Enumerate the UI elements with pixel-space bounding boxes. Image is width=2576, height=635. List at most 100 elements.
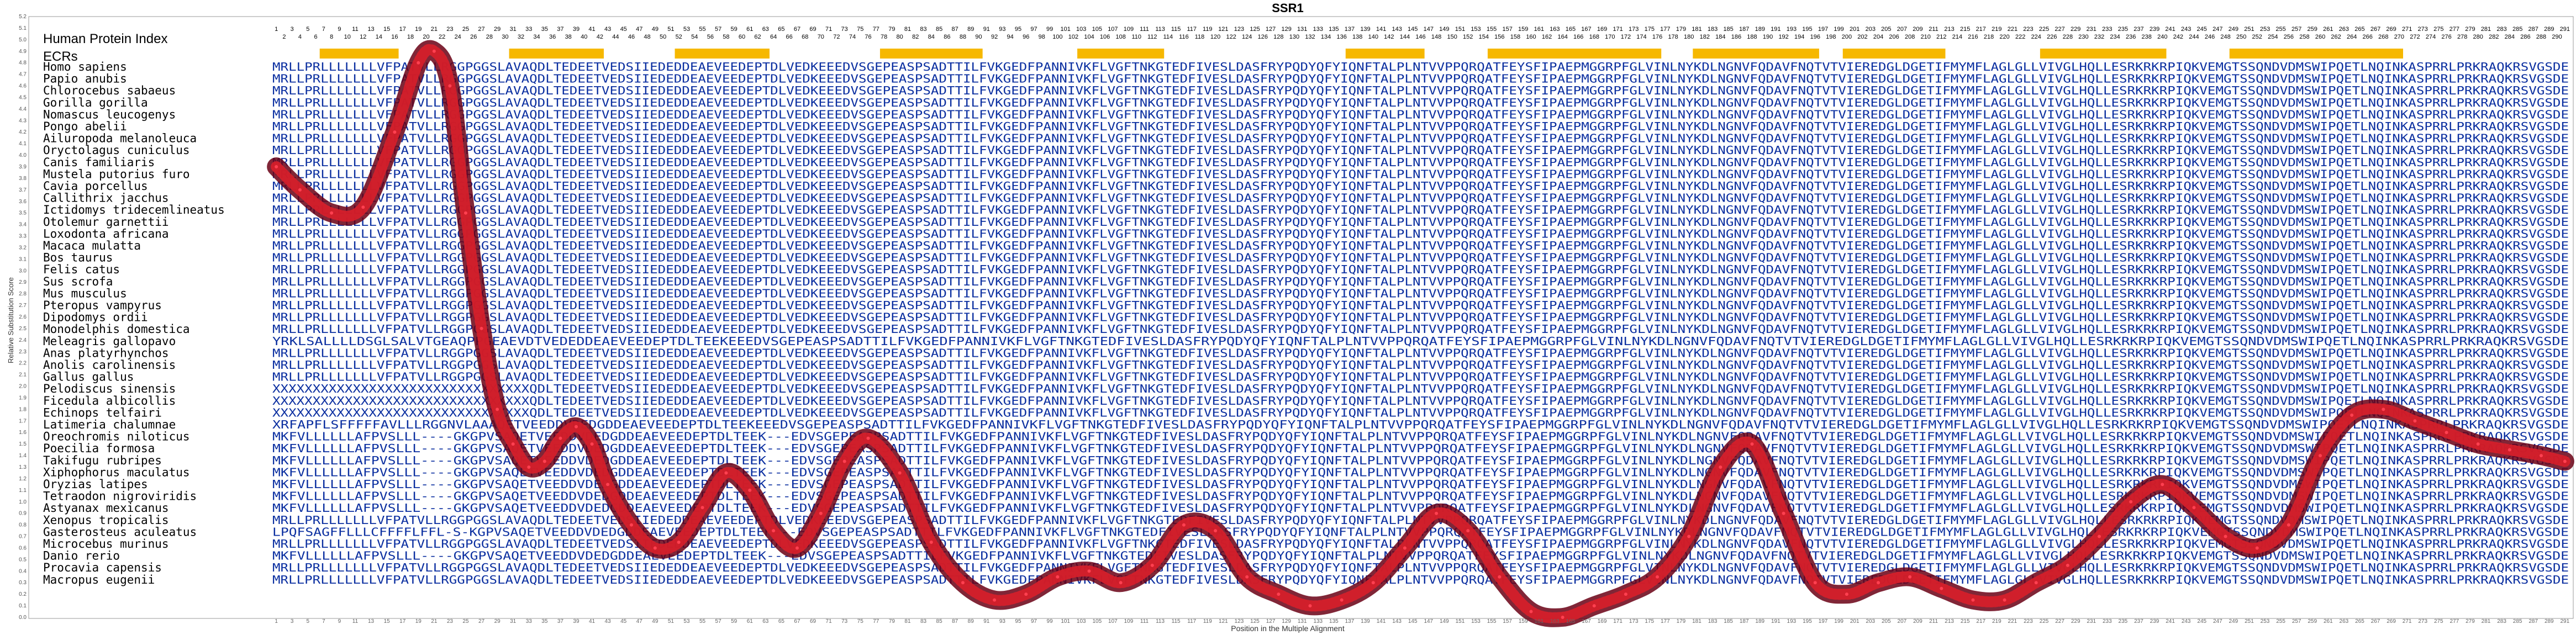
- index-tick-label: 178: [1668, 34, 1678, 40]
- index-tick-label: 119: [1203, 26, 1213, 33]
- position-tick-label: 61: [747, 618, 754, 625]
- y-tick-label: 4.7: [19, 72, 27, 78]
- index-tick-label: 231: [2087, 26, 2096, 33]
- index-tick-label: 150: [1447, 34, 1457, 40]
- index-tick-label: 116: [1179, 34, 1189, 40]
- position-tick-label: 25: [462, 618, 469, 625]
- index-tick-label: 93: [999, 26, 1005, 33]
- score-point: [1119, 581, 1123, 585]
- position-tick-label: 197: [1819, 618, 1828, 625]
- species-label: Callithrix jacchus: [43, 192, 169, 205]
- index-tick-label: 228: [2063, 34, 2073, 40]
- index-tick-label: 261: [2323, 26, 2333, 33]
- position-tick-label: 87: [952, 618, 958, 625]
- species-label: Canis familiaris: [43, 156, 155, 169]
- species-label: Meleagris gallopavo: [43, 335, 176, 348]
- index-tick-label: 279: [2465, 26, 2475, 33]
- index-tick-label: 135: [1329, 26, 1339, 33]
- species-label: Gasterosteus aculeatus: [43, 525, 197, 538]
- position-tick-label: 141: [1377, 618, 1386, 625]
- index-tick-label: 272: [2410, 34, 2420, 40]
- score-point: [1782, 511, 1785, 515]
- index-tick-label: 58: [723, 34, 729, 40]
- position-tick-label: 1: [275, 618, 278, 625]
- position-tick-label: 19: [415, 618, 422, 625]
- species-label: Felis catus: [43, 263, 120, 276]
- index-tick-label: 276: [2441, 34, 2451, 40]
- score-point: [1340, 598, 1344, 602]
- index-tick-label: 164: [1557, 34, 1567, 40]
- y-tick-label: 2.5: [19, 326, 27, 332]
- species-label: Macropus eugenii: [43, 573, 155, 586]
- y-tick-label: 0.4: [19, 568, 27, 574]
- species-label: Procavia capensis: [43, 561, 162, 574]
- index-tick-label: 13: [367, 26, 374, 33]
- species-label: Anas platyrhynchos: [43, 346, 169, 359]
- index-tick-label: 230: [2078, 34, 2088, 40]
- index-tick-label: 170: [1605, 34, 1615, 40]
- index-tick-label: 59: [731, 26, 737, 33]
- index-tick-label: 159: [1518, 26, 1528, 33]
- score-point: [1466, 529, 1470, 533]
- index-tick-label: 235: [2118, 26, 2128, 33]
- ecr-block: [1487, 49, 1662, 59]
- y-tick-label: 0.0: [19, 615, 27, 621]
- position-tick-label: 203: [1866, 618, 1875, 625]
- y-tick-label: 4.1: [19, 141, 27, 147]
- species-label: Echinops telfairi: [43, 406, 162, 419]
- index-tick-label: 82: [912, 34, 919, 40]
- index-tick-label: 85: [936, 26, 942, 33]
- index-tick-label: 4: [298, 34, 302, 40]
- position-tick-label: 113: [1156, 618, 1165, 625]
- ecr-block: [675, 49, 770, 59]
- index-tick-label: 142: [1384, 34, 1394, 40]
- index-tick-label: 28: [486, 34, 493, 40]
- position-tick-label: 23: [447, 618, 454, 625]
- y-tick-label: 1.8: [19, 406, 27, 412]
- species-label: Ficedula albicollis: [43, 394, 176, 408]
- index-tick-label: 162: [1542, 34, 1552, 40]
- position-tick-label: 35: [541, 618, 548, 625]
- position-tick-label: 67: [794, 618, 800, 625]
- y-tick-label: 4.3: [19, 118, 27, 124]
- score-point: [1877, 581, 1880, 585]
- sequence-row: MRLLPRLLLLLLLVFPATVLLRGGPGGSLAVAQDLTEDEE…: [272, 311, 2569, 324]
- index-tick-label: 182: [1700, 34, 1710, 40]
- sequence-row: MRLLPRLLLLLLLVFPATVLLRGGPGGSLAVAQDLTEDEE…: [272, 561, 2569, 574]
- y-tick-label: 3.1: [19, 256, 27, 262]
- index-tick-label: 40: [581, 34, 587, 40]
- y-tick-label: 2.4: [19, 337, 27, 343]
- position-tick-label: 11: [352, 618, 359, 625]
- plot-area: [28, 16, 2574, 619]
- score-point: [2287, 523, 2290, 527]
- index-tick-label: 109: [1124, 26, 1134, 33]
- position-tick-label: 247: [2213, 618, 2222, 625]
- position-tick-label: 279: [2466, 618, 2475, 625]
- index-tick-label: 102: [1068, 34, 1078, 40]
- index-tick-label: 101: [1060, 26, 1070, 33]
- index-tick-label: 30: [502, 34, 508, 40]
- position-tick-label: 153: [1471, 618, 1481, 625]
- index-tick-label: 64: [770, 34, 777, 40]
- score-point: [1150, 563, 1154, 567]
- index-tick-label: 286: [2520, 34, 2530, 40]
- sequence-row: MRLLPRLLLLLLLVFPATVLLRGGPGGSLAVAQDLTEDEE…: [272, 322, 2569, 336]
- index-tick-label: 209: [1913, 26, 1922, 33]
- index-tick-label: 7: [322, 26, 325, 33]
- species-label: Sus scrofa: [43, 275, 113, 288]
- sequence-row: MKFVLLLLLLAFPVSLLL----GKGPVSAQETVEEDDVDE…: [272, 430, 2569, 443]
- index-tick-label: 212: [1936, 34, 1946, 40]
- index-tick-label: 107: [1108, 26, 1118, 33]
- score-point: [748, 488, 752, 492]
- index-tick-label: 269: [2386, 26, 2396, 33]
- position-tick-label: 129: [1282, 618, 1291, 625]
- score-point: [496, 408, 499, 411]
- sequence-row: MRLLPRLLLLLLLVFPATVLLRGGPGGSLAVAQDLTEDEE…: [272, 120, 2569, 133]
- index-tick-label: 240: [2157, 34, 2167, 40]
- ecr-block: [509, 49, 604, 59]
- score-point: [2445, 431, 2448, 435]
- species-label: Homo sapiens: [43, 60, 127, 73]
- position-tick-label: 107: [1108, 618, 1118, 625]
